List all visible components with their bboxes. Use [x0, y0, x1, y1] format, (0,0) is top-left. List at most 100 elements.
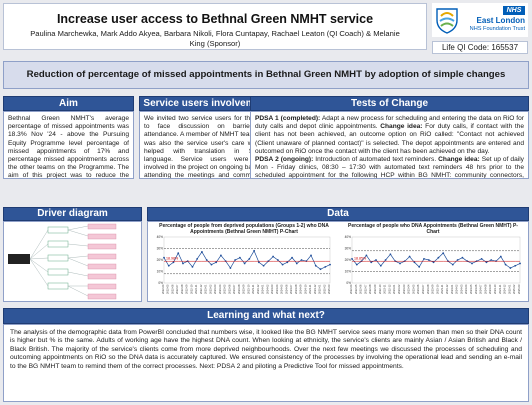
data-point: [272, 255, 274, 258]
x-tick-label: 2022-12: [387, 284, 391, 294]
x-tick-label: 2023-05: [223, 284, 227, 294]
x-tick-label: 2022-08: [368, 284, 372, 294]
x-tick-label: 2022-04: [161, 284, 165, 294]
plot-area: [163, 236, 331, 284]
x-tick-label: 2024-12: [313, 284, 317, 294]
mean-label: 18.98%: [166, 257, 179, 261]
data-point: [384, 259, 387, 262]
data-point: [423, 258, 425, 260]
x-tick-label: 2023-03: [402, 284, 406, 294]
data-point: [355, 263, 358, 266]
nhs-logo: NHS East London NHS Foundation Trust: [432, 3, 528, 37]
x-tick-label: 2024-04: [464, 284, 468, 294]
x-tick-label: 2024-10: [493, 284, 497, 294]
data-point: [324, 266, 327, 268]
x-tick-label: 2023-09: [431, 284, 435, 294]
x-tick-label: 2023-10: [246, 284, 250, 294]
data-point: [480, 258, 483, 260]
data-point: [210, 263, 213, 266]
data-point: [182, 262, 184, 265]
lifeqi-code: Life QI Code: 165537: [432, 41, 528, 54]
aim-heading: Aim: [3, 96, 134, 111]
data-point: [319, 268, 322, 271]
data-point: [365, 254, 368, 257]
data-point: [196, 258, 199, 260]
x-tick-label: 2024-12: [503, 284, 507, 294]
x-tick-label: 2024-02: [455, 284, 459, 294]
data-point: [281, 263, 284, 266]
driver-diagram-graphic: [8, 223, 117, 300]
aim-text: Bethnal Green NMHT's average percentage …: [3, 111, 134, 179]
data-point: [215, 261, 218, 264]
x-tick-label: 2023-12: [256, 284, 260, 294]
x-tick-label: 2023-04: [407, 284, 411, 294]
data-point: [191, 266, 194, 268]
pdsa2-change-label: Change idea:: [438, 156, 480, 164]
chart-1-title: Percentage of people from deprived popul…: [159, 223, 329, 235]
pdsa2-text: Introduction of automated text reminders…: [313, 156, 439, 164]
y-tick-label: 30%: [345, 247, 352, 251]
x-tick-label: 2022-04: [349, 284, 353, 294]
data-panel: Percentage of people from deprived popul…: [147, 221, 529, 302]
x-tick-label: 2023-07: [421, 284, 425, 294]
x-tick-label: 2024-11: [498, 284, 502, 294]
x-tick-label: 2024-06: [474, 284, 478, 294]
data-point: [490, 259, 493, 262]
y-tick-label: 0%: [158, 281, 163, 285]
poster-subtitle: Reduction of percentage of missed appoin…: [3, 61, 529, 89]
trust-name: East London: [476, 16, 525, 25]
y-tick-label: 20%: [157, 258, 164, 262]
chart-1-plot: 18.98%0%10%20%30%40%2022-04 2022-05 2022-0…: [157, 235, 331, 294]
x-tick-label: 2025-03: [327, 284, 331, 294]
data-point: [389, 253, 392, 256]
x-tick-label: 2024-05: [280, 284, 284, 294]
x-tick-label: 2023-08: [426, 284, 430, 294]
pdsa2-label: PDSA 2 (ongoing):: [255, 156, 314, 164]
x-tick-label: 2024-05: [469, 284, 473, 294]
tests-of-change-heading: Tests of Change: [250, 96, 529, 111]
x-tick-label: 2024-07: [289, 284, 293, 294]
y-tick-label: 20%: [345, 258, 352, 262]
y-tick-label: 10%: [157, 270, 164, 274]
x-tick-label: 2024-06: [284, 284, 288, 294]
x-tick-label: 2023-11: [251, 284, 255, 294]
data-point: [172, 261, 175, 264]
data-point: [471, 262, 473, 265]
x-tick-label: 2023-03: [213, 284, 217, 294]
x-tick-label: 2024-04: [275, 284, 279, 294]
x-tick-label: 2023-09: [242, 284, 246, 294]
driver-diagram: [3, 221, 142, 302]
data-point: [456, 259, 459, 262]
x-tick-label: 2022-05: [354, 284, 358, 294]
x-tick-label: 2025-03: [517, 284, 521, 294]
x-tick-label: 2023-11: [440, 284, 444, 294]
data-point: [504, 263, 507, 266]
x-tick-label: 2022-11: [194, 284, 198, 294]
header-box: Increase user access to Bethnal Green NM…: [3, 3, 427, 50]
trust-type: NHS Foundation Trust: [469, 26, 525, 32]
x-tick-label: 2024-11: [308, 284, 312, 294]
learning-heading: Learning and what next?: [3, 308, 529, 324]
x-tick-label: 2023-07: [232, 284, 236, 294]
x-tick-label: 2025-02: [322, 284, 326, 294]
chart-2-title: Percentage of people who DNA Appointment…: [348, 223, 518, 235]
data-point: [442, 252, 445, 255]
x-tick-label: 2022-09: [373, 284, 377, 294]
y-tick-label: 40%: [157, 235, 164, 239]
chart-2-plot: 18.85%0%10%20%30%40%2022-04 2022-05 2022-0…: [345, 235, 521, 294]
data-point: [163, 256, 165, 259]
chart-all-dna: Percentage of people who DNA Appointment…: [342, 223, 524, 301]
x-tick-label: 2024-09: [488, 284, 492, 294]
data-point: [485, 261, 488, 264]
mean-label: 18.85%: [354, 257, 367, 261]
data-point: [418, 266, 421, 268]
x-tick-label: 2024-03: [270, 284, 274, 294]
x-tick-label: 2024-01: [261, 284, 265, 294]
data-point: [461, 256, 464, 259]
x-tick-label: 2022-06: [359, 284, 363, 294]
x-tick-label: 2024-02: [265, 284, 269, 294]
data-point: [427, 259, 430, 262]
pdsa1-change-text: For duty calls, if contact with the clie…: [255, 123, 524, 155]
elft-shield-icon: [436, 8, 458, 34]
x-tick-label: 2023-10: [435, 284, 439, 294]
